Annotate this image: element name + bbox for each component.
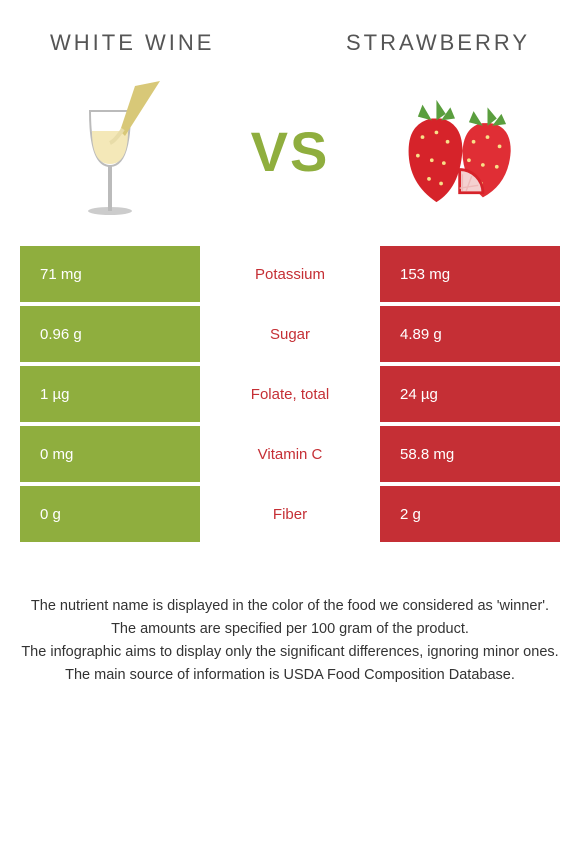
nutrient-table: 71 mgPotassium153 mg0.96 gSugar4.89 g1 µ… xyxy=(0,246,580,542)
title-right: STRAWBERRY xyxy=(346,30,530,56)
value-right: 58.8 mg xyxy=(380,426,560,482)
value-left: 1 µg xyxy=(20,366,200,422)
value-right: 153 mg xyxy=(380,246,560,302)
table-row: 0 mgVitamin C58.8 mg xyxy=(20,426,560,482)
footer-notes: The nutrient name is displayed in the co… xyxy=(0,546,580,686)
value-right: 4.89 g xyxy=(380,306,560,362)
value-right: 2 g xyxy=(380,486,560,542)
images-row: VS xyxy=(0,66,580,246)
value-left: 71 mg xyxy=(20,246,200,302)
wine-glass-icon xyxy=(60,86,190,216)
value-right: 24 µg xyxy=(380,366,560,422)
footer-line: The amounts are specified per 100 gram o… xyxy=(18,619,562,640)
vs-label: VS xyxy=(251,119,330,184)
footer-line: The main source of information is USDA F… xyxy=(18,665,562,686)
strawberry-icon xyxy=(390,86,520,216)
nutrient-label: Sugar xyxy=(200,306,380,362)
value-left: 0.96 g xyxy=(20,306,200,362)
table-row: 71 mgPotassium153 mg xyxy=(20,246,560,302)
header: WHITE WINE STRAWBERRY xyxy=(0,0,580,66)
value-left: 0 g xyxy=(20,486,200,542)
footer-line: The nutrient name is displayed in the co… xyxy=(18,596,562,617)
nutrient-label: Potassium xyxy=(200,246,380,302)
value-left: 0 mg xyxy=(20,426,200,482)
footer-line: The infographic aims to display only the… xyxy=(18,642,562,663)
table-row: 0.96 gSugar4.89 g xyxy=(20,306,560,362)
title-left: WHITE WINE xyxy=(50,30,214,56)
nutrient-label: Folate, total xyxy=(200,366,380,422)
table-row: 0 gFiber2 g xyxy=(20,486,560,542)
nutrient-label: Vitamin C xyxy=(200,426,380,482)
nutrient-label: Fiber xyxy=(200,486,380,542)
table-row: 1 µgFolate, total24 µg xyxy=(20,366,560,422)
